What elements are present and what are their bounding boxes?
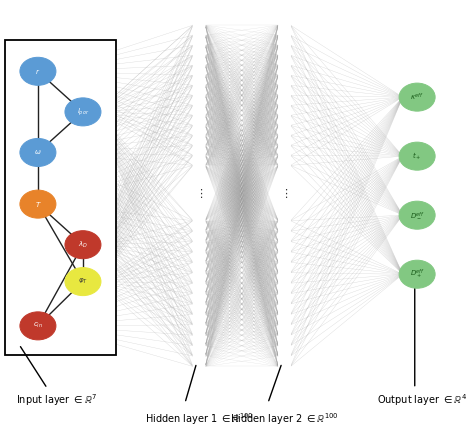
Circle shape (278, 247, 291, 257)
Text: $l_{por}$: $l_{por}$ (77, 106, 89, 118)
Circle shape (193, 81, 205, 90)
Circle shape (193, 40, 205, 50)
Circle shape (278, 121, 291, 130)
Circle shape (193, 216, 205, 226)
Circle shape (278, 216, 291, 226)
Circle shape (278, 227, 291, 236)
Circle shape (278, 362, 291, 371)
Circle shape (278, 91, 291, 100)
Text: $\lambda_D$: $\lambda_D$ (78, 240, 88, 250)
Circle shape (278, 141, 291, 150)
Circle shape (278, 278, 291, 288)
Circle shape (193, 299, 205, 309)
Circle shape (193, 51, 205, 60)
Circle shape (399, 83, 435, 111)
Text: $D^{eff}_+$: $D^{eff}_+$ (410, 268, 425, 281)
Circle shape (278, 21, 291, 30)
Text: $T$: $T$ (35, 199, 41, 208)
Text: $t_+$: $t_+$ (412, 151, 422, 162)
Circle shape (278, 310, 291, 319)
Circle shape (193, 341, 205, 350)
Circle shape (193, 310, 205, 319)
Text: $\kappa^{eff}$: $\kappa^{eff}$ (410, 91, 424, 103)
Circle shape (20, 190, 56, 218)
Circle shape (20, 139, 56, 166)
Circle shape (65, 98, 101, 126)
Text: $r$: $r$ (35, 67, 41, 76)
Text: Hidden layer 2 $\in \mathbb{R}^{100}$: Hidden layer 2 $\in \mathbb{R}^{100}$ (230, 411, 339, 426)
Circle shape (193, 257, 205, 267)
Text: $D^{eff}_-$: $D^{eff}_-$ (410, 210, 425, 221)
Circle shape (193, 21, 205, 30)
Circle shape (193, 247, 205, 257)
Circle shape (193, 111, 205, 120)
Circle shape (278, 320, 291, 329)
Circle shape (278, 130, 291, 140)
Text: $\vdots$: $\vdots$ (280, 187, 289, 199)
Text: $c_{in}$: $c_{in}$ (33, 321, 43, 330)
Circle shape (278, 341, 291, 350)
Circle shape (278, 330, 291, 340)
Circle shape (193, 121, 205, 130)
Circle shape (193, 351, 205, 361)
FancyBboxPatch shape (5, 40, 116, 355)
Circle shape (278, 70, 291, 80)
Circle shape (193, 91, 205, 100)
Circle shape (193, 130, 205, 140)
Circle shape (193, 160, 205, 170)
Circle shape (193, 227, 205, 236)
Circle shape (20, 57, 56, 85)
Circle shape (278, 160, 291, 170)
Circle shape (193, 320, 205, 329)
Text: Input layer $\in \mathbb{R}^7$: Input layer $\in \mathbb{R}^7$ (16, 392, 98, 408)
Circle shape (193, 278, 205, 288)
Circle shape (193, 30, 205, 40)
Text: $\vdots$: $\vdots$ (195, 187, 203, 199)
Circle shape (399, 142, 435, 170)
Circle shape (193, 362, 205, 371)
Circle shape (278, 289, 291, 299)
Circle shape (193, 237, 205, 246)
Circle shape (193, 141, 205, 150)
Circle shape (65, 268, 101, 296)
Circle shape (399, 201, 435, 229)
Circle shape (278, 81, 291, 90)
Circle shape (278, 100, 291, 110)
Circle shape (193, 60, 205, 70)
Circle shape (278, 151, 291, 160)
Circle shape (278, 60, 291, 70)
Circle shape (193, 100, 205, 110)
Circle shape (193, 289, 205, 299)
Circle shape (193, 268, 205, 278)
Circle shape (193, 70, 205, 80)
Text: Output layer $\in \mathbb{R}^4$: Output layer $\in \mathbb{R}^4$ (377, 392, 467, 408)
Circle shape (278, 237, 291, 246)
Circle shape (278, 40, 291, 50)
Circle shape (65, 231, 101, 259)
Circle shape (278, 268, 291, 278)
Circle shape (278, 257, 291, 267)
Circle shape (278, 299, 291, 309)
Circle shape (193, 330, 205, 340)
Circle shape (399, 260, 435, 288)
Circle shape (278, 351, 291, 361)
Circle shape (193, 151, 205, 160)
Circle shape (278, 51, 291, 60)
Circle shape (20, 312, 56, 340)
Text: Hidden layer 1 $\in \mathbb{R}^{100}$: Hidden layer 1 $\in \mathbb{R}^{100}$ (145, 411, 254, 426)
Circle shape (278, 30, 291, 40)
Text: $\omega$: $\omega$ (34, 148, 42, 157)
Circle shape (278, 111, 291, 120)
Text: $\varphi_T$: $\varphi_T$ (78, 277, 88, 286)
